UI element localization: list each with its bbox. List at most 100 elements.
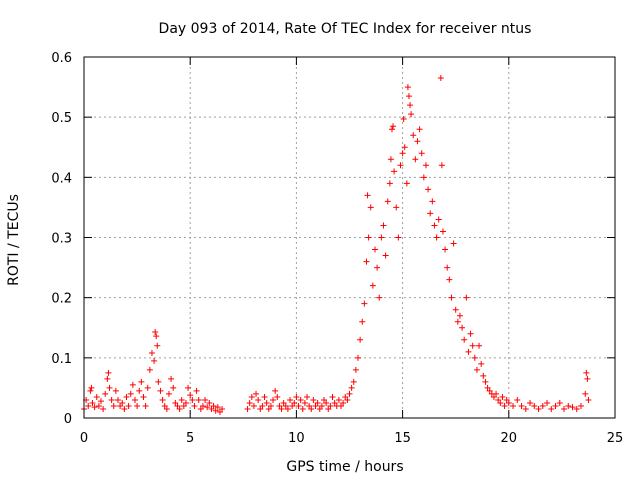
data-point — [518, 402, 525, 409]
data-point — [123, 393, 130, 400]
data-point — [433, 234, 440, 241]
data-point — [304, 393, 311, 400]
data-point — [159, 396, 166, 403]
data-point — [412, 156, 419, 163]
data-point — [318, 402, 325, 409]
data-point — [465, 348, 472, 355]
data-point — [438, 162, 445, 169]
data-point — [323, 399, 330, 406]
data-point — [91, 404, 98, 411]
data-point — [450, 240, 457, 247]
data-point — [105, 369, 112, 376]
data-point — [382, 252, 389, 259]
data-point — [104, 375, 111, 382]
data-point — [165, 390, 172, 397]
data-point — [364, 192, 371, 199]
data-point — [573, 405, 580, 412]
data-point — [395, 234, 402, 241]
data-point — [354, 354, 361, 361]
data-point — [163, 405, 170, 412]
data-point — [427, 210, 434, 217]
data-point — [484, 384, 491, 391]
data-point — [448, 294, 455, 301]
data-point — [346, 390, 353, 397]
data-point — [585, 396, 592, 403]
y-tick-label: 0.4 — [51, 171, 72, 186]
data-point — [291, 399, 298, 406]
data-point — [193, 387, 200, 394]
data-point — [265, 405, 272, 412]
data-point — [329, 393, 336, 400]
data-point — [503, 396, 510, 403]
y-tick-label: 0.2 — [51, 292, 72, 307]
data-point — [108, 396, 115, 403]
data-point — [416, 126, 423, 133]
x-tick-label: 15 — [394, 431, 411, 446]
data-point — [482, 378, 489, 385]
data-point — [561, 405, 568, 412]
data-point — [478, 360, 485, 367]
data-point — [168, 375, 175, 382]
data-point — [367, 204, 374, 211]
data-point — [204, 404, 211, 411]
data-point — [246, 399, 253, 406]
x-axis-label: GPS time / hours — [286, 459, 403, 475]
data-point — [414, 138, 421, 145]
data-point — [407, 102, 414, 109]
y-tick-label: 0 — [64, 412, 72, 427]
data-point — [297, 396, 304, 403]
data-point — [152, 328, 159, 335]
data-point — [174, 402, 181, 409]
data-point — [429, 198, 436, 205]
x-axis-tick-labels: 0 5 10 15 20 25 — [80, 431, 623, 446]
data-point — [87, 387, 94, 394]
y-tick-label: 0.1 — [51, 352, 72, 367]
data-point — [88, 384, 95, 391]
data-point — [199, 402, 206, 409]
data-point — [444, 264, 451, 271]
data-point — [112, 387, 119, 394]
data-point — [270, 396, 277, 403]
data-point — [216, 408, 223, 415]
data-point — [136, 387, 143, 394]
data-point — [376, 294, 383, 301]
x-tick-label: 20 — [501, 431, 518, 446]
data-point — [522, 405, 529, 412]
data-point — [338, 402, 345, 409]
data-point — [539, 402, 546, 409]
data-point — [335, 396, 342, 403]
data-point — [400, 115, 407, 122]
data-point — [505, 399, 512, 406]
data-point — [399, 150, 406, 157]
data-point — [514, 396, 521, 403]
data-point — [187, 392, 194, 399]
data-point — [331, 399, 338, 406]
data-point — [391, 168, 398, 175]
data-point — [97, 398, 104, 405]
data-point — [191, 402, 198, 409]
data-point — [117, 402, 124, 409]
data-point — [106, 384, 113, 391]
data-point — [161, 402, 168, 409]
x-tick-label: 10 — [288, 431, 305, 446]
data-point — [114, 396, 121, 403]
data-point — [454, 318, 461, 325]
data-point — [138, 378, 145, 385]
data-point — [422, 162, 429, 169]
data-point — [348, 384, 355, 391]
data-point — [278, 405, 285, 412]
data-point — [95, 402, 102, 409]
data-point — [257, 405, 264, 412]
data-point — [142, 402, 149, 409]
data-point — [431, 222, 438, 229]
data-point — [442, 246, 449, 253]
data-point — [248, 393, 255, 400]
data-point — [314, 399, 321, 406]
data-point — [321, 396, 328, 403]
data-point — [189, 396, 196, 403]
data-point — [272, 387, 279, 394]
data-point — [387, 156, 394, 163]
data-point — [582, 390, 589, 397]
data-point — [316, 405, 323, 412]
